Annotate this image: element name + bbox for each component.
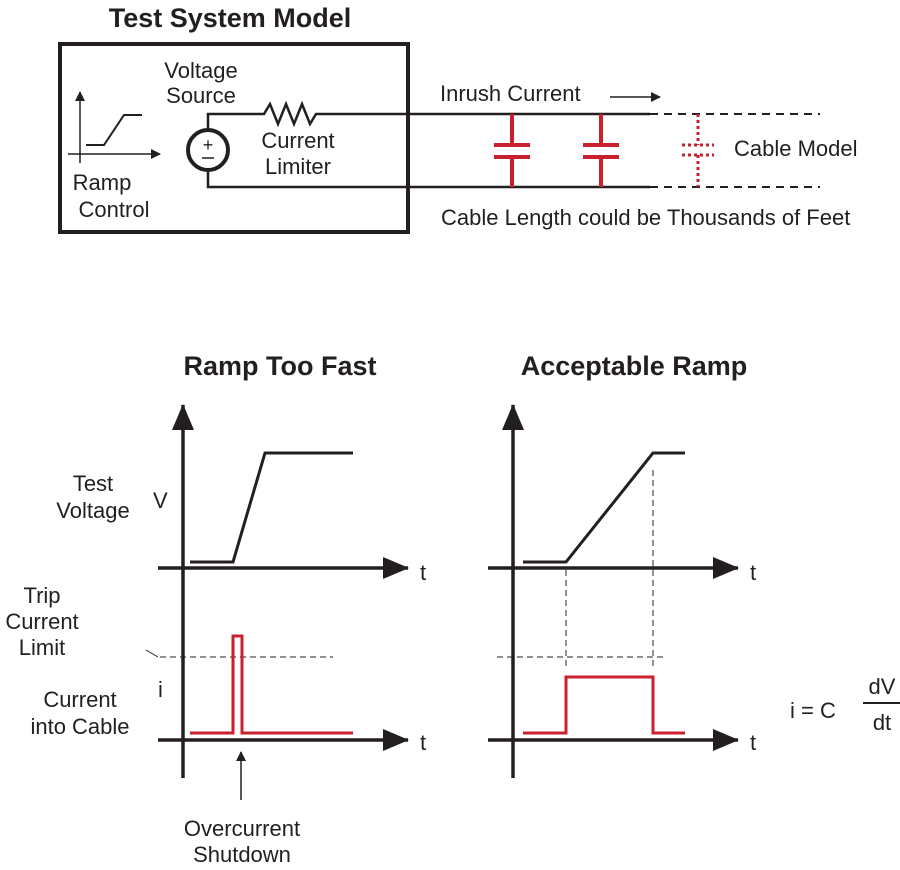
test-voltage-1: Test: [73, 471, 113, 496]
left-t-label-i: t: [420, 730, 426, 755]
current-label-1: Current: [43, 687, 116, 712]
ramp-label-1: Ramp: [73, 170, 132, 195]
shutdown-label-1: Overcurrent: [184, 816, 300, 841]
cable-length-label: Cable Length could be Thousands of Feet: [441, 205, 850, 230]
source-label-2: Source: [166, 83, 236, 108]
limiter-label-2: Limiter: [265, 154, 331, 179]
trip-label-1: Trip: [23, 583, 60, 608]
equation: i = C dV dt: [790, 674, 900, 735]
voltage-source-icon: +: [186, 128, 230, 172]
ramp-label-2: Control: [79, 197, 150, 222]
svg-text:+: +: [203, 135, 214, 155]
equation-numerator: dV: [869, 674, 896, 699]
equation-lhs: i = C: [790, 698, 836, 723]
right-t-label-i: t: [750, 730, 756, 755]
left-current-line: [190, 634, 353, 735]
capacitor-icon: [494, 114, 530, 187]
v-axis-label: V: [153, 488, 168, 513]
top-wire-resistor: [206, 100, 650, 130]
bottom-wire: [206, 170, 650, 189]
trip-leader: [145, 649, 159, 658]
ramp-control-icon: [68, 91, 161, 163]
shutdown-label-2: Shutdown: [193, 842, 291, 867]
current-label-2: into Cable: [30, 714, 129, 739]
equation-denominator: dt: [873, 710, 891, 735]
i-axis-label: i: [158, 677, 163, 702]
source-label-1: Voltage: [164, 58, 237, 83]
right-chart-title: Acceptable Ramp: [521, 351, 748, 381]
test-system-box: [58, 42, 410, 234]
right-voltage-line: [523, 451, 685, 564]
dotted-capacitor-icon: [682, 114, 714, 187]
test-voltage-2: Voltage: [56, 498, 129, 523]
right-t-label-v: t: [750, 560, 756, 585]
left-t-label-v: t: [420, 560, 426, 585]
trip-label-2: Current: [5, 609, 78, 634]
left-chart-title: Ramp Too Fast: [183, 351, 376, 381]
left-voltage-line: [190, 451, 353, 564]
capacitor-icon: [583, 114, 619, 187]
inrush-current-label: Inrush Current: [440, 81, 581, 106]
cable-model-label: Cable Model: [734, 136, 858, 161]
trip-label-3: Limit: [19, 635, 65, 660]
right-current-line: [523, 675, 685, 735]
circuit-title: Test System Model: [109, 3, 352, 33]
limiter-label-1: Current: [261, 128, 334, 153]
